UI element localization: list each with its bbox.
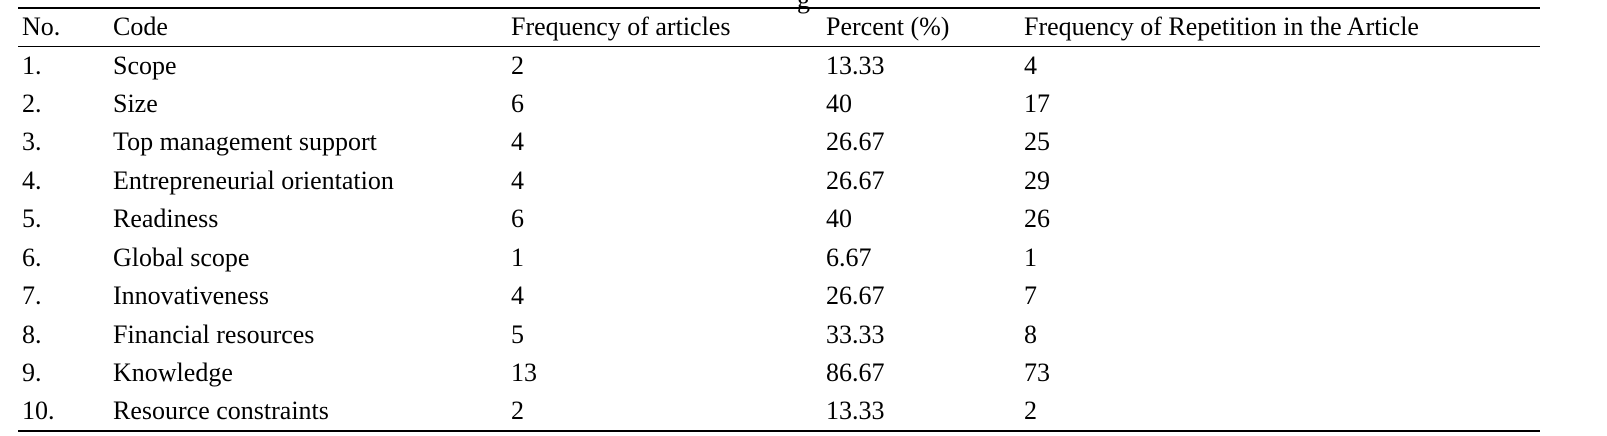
header-frequency-of-repetition: Frequency of Repetition in the Article: [1024, 12, 1419, 42]
cell-no: 7.: [22, 281, 42, 311]
cell-percent: 6.67: [826, 242, 872, 272]
cell-no: 9.: [22, 358, 42, 388]
table-row: 8. Financial resources 5 33.33 8: [18, 316, 1540, 355]
cell-no: 10.: [22, 396, 55, 426]
table-row: 7. Innovativeness 4 26.67 7: [18, 277, 1540, 316]
cell-code: Scope: [113, 50, 177, 80]
table-row: 3. Top management support 4 26.67 25: [18, 123, 1540, 162]
cell-percent: 26.67: [826, 127, 885, 157]
table-row: 10. Resource constraints 2 13.33 2: [18, 393, 1540, 431]
cell-frequency-of-articles: 13: [511, 358, 537, 388]
header-frequency-of-articles: Frequency of articles: [511, 12, 731, 42]
table-row: 4. Entrepreneurial orientation 4 26.67 2…: [18, 162, 1540, 201]
header-row: No. Code Frequency of articles Percent (…: [18, 8, 1540, 46]
table-row: 6. Global scope 1 6.67 1: [18, 239, 1540, 278]
cell-frequency-of-articles: 1: [511, 242, 524, 272]
header-code: Code: [113, 12, 168, 42]
cell-code: Innovativeness: [113, 281, 269, 311]
cell-code: Size: [113, 88, 158, 118]
cell-no: 8.: [22, 319, 42, 349]
table-row: 2. Size 6 40 17: [18, 85, 1540, 124]
cell-frequency-of-articles: 2: [511, 396, 524, 426]
cell-code: Resource constraints: [113, 396, 329, 426]
cell-code: Financial resources: [113, 319, 315, 349]
cell-no: 5.: [22, 204, 42, 234]
cell-no: 4.: [22, 165, 42, 195]
cell-no: 1.: [22, 50, 42, 80]
cell-no: 6.: [22, 242, 42, 272]
cell-frequency-of-repetition: 1: [1024, 242, 1037, 272]
cell-frequency-of-repetition: 73: [1024, 358, 1050, 388]
cell-frequency-of-articles: 4: [511, 127, 524, 157]
cell-frequency-of-articles: 5: [511, 319, 524, 349]
cell-code: Top management support: [113, 127, 377, 157]
cell-code: Readiness: [113, 204, 219, 234]
table-row: 1. Scope 2 13.33 4: [18, 46, 1540, 85]
cell-no: 3.: [22, 127, 42, 157]
cell-percent: 40: [826, 204, 852, 234]
cell-frequency-of-repetition: 7: [1024, 281, 1037, 311]
cell-frequency-of-repetition: 25: [1024, 127, 1050, 157]
cell-frequency-of-articles: 6: [511, 88, 524, 118]
cell-frequency-of-repetition: 8: [1024, 319, 1037, 349]
cell-percent: 26.67: [826, 165, 885, 195]
header-no: No.: [22, 12, 61, 42]
cell-percent: 13.33: [826, 396, 885, 426]
cell-frequency-of-articles: 2: [511, 50, 524, 80]
frequency-table: No. Code Frequency of articles Percent (…: [18, 7, 1540, 432]
cell-frequency-of-articles: 6: [511, 204, 524, 234]
header-percent: Percent (%): [826, 12, 950, 42]
cell-frequency-of-articles: 4: [511, 165, 524, 195]
table-row: 9. Knowledge 13 86.67 73: [18, 354, 1540, 393]
cell-frequency-of-repetition: 29: [1024, 165, 1050, 195]
cell-frequency-of-repetition: 26: [1024, 204, 1050, 234]
cell-frequency-of-repetition: 4: [1024, 50, 1037, 80]
cell-frequency-of-repetition: 17: [1024, 88, 1050, 118]
cell-frequency-of-repetition: 2: [1024, 396, 1037, 426]
cell-frequency-of-articles: 4: [511, 281, 524, 311]
cell-percent: 33.33: [826, 319, 885, 349]
cell-percent: 86.67: [826, 358, 885, 388]
cell-no: 2.: [22, 88, 42, 118]
table-row: 5. Readiness 6 40 26: [18, 200, 1540, 239]
cell-code: Knowledge: [113, 358, 233, 388]
table-caption-fragment: g: [0, 0, 1607, 13]
cell-code: Entrepreneurial orientation: [113, 165, 394, 195]
cell-percent: 40: [826, 88, 852, 118]
cell-percent: 13.33: [826, 50, 885, 80]
cell-percent: 26.67: [826, 281, 885, 311]
cell-code: Global scope: [113, 242, 250, 272]
